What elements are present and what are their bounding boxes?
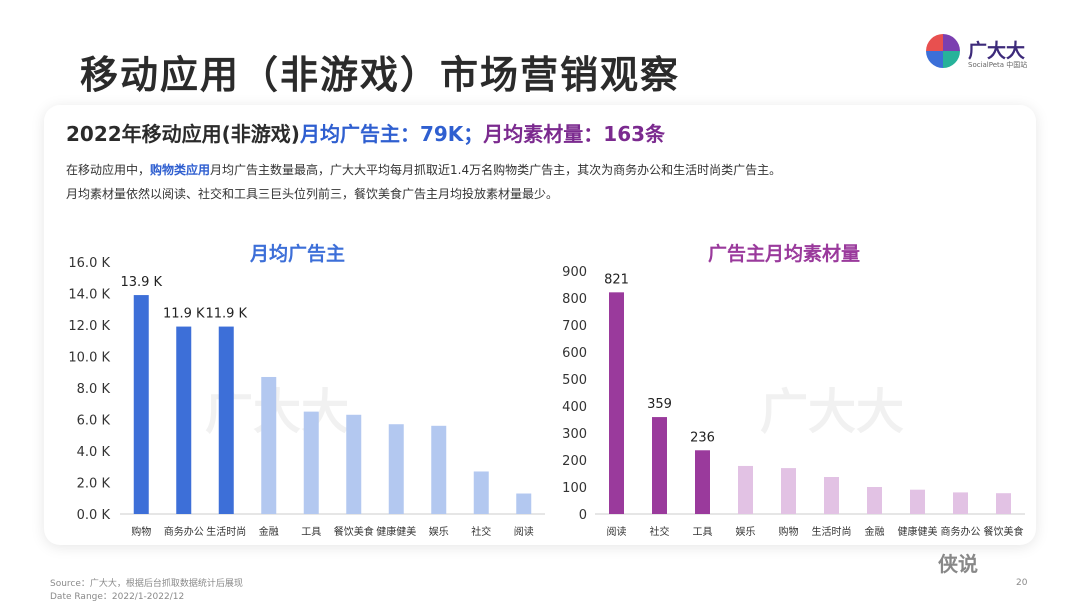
description-line-1: 在移动应用中，购物类应用月均广告主数量最高，广大大平均每月抓取近1.4万名购物类… — [66, 161, 781, 178]
advertisers-ytick-label: 0.0 K — [77, 508, 111, 523]
advertisers-data-label: 11.9 K — [205, 307, 247, 322]
logo-name: 广大大 — [968, 40, 1026, 62]
creatives-bar — [824, 477, 839, 514]
advertisers-xtick-label: 金融 — [259, 525, 279, 538]
chart-title-advertisers: 月均广告主 — [250, 243, 346, 265]
creatives-ytick-label: 200 — [562, 454, 587, 469]
advertisers-xtick-label: 商务办公 — [164, 525, 204, 538]
footer-source: Source：广大大，根据后台抓取数据统计后展现 — [50, 579, 243, 589]
creatives-ytick-label: 400 — [562, 400, 587, 415]
headline-creatives: 月均素材量：163条 — [483, 122, 666, 146]
wechat-watermark: 侠说 — [938, 552, 978, 576]
creatives-xtick-label: 购物 — [779, 525, 799, 538]
creatives-bar — [652, 417, 667, 514]
creatives-data-label: 821 — [604, 272, 629, 287]
creatives-ytick-label: 900 — [562, 265, 587, 280]
advertisers-bar — [431, 425, 447, 514]
advertisers-bar — [176, 326, 192, 514]
creatives-bar — [867, 487, 882, 514]
creatives-bar — [695, 450, 710, 514]
creatives-bar — [738, 465, 753, 514]
advertisers-ytick-label: 10.0 K — [68, 351, 110, 366]
creatives-bar — [781, 468, 796, 514]
creatives-data-label: 359 — [647, 397, 672, 412]
advertisers-ytick-label: 8.0 K — [77, 382, 111, 397]
advertisers-ytick-label: 12.0 K — [68, 319, 110, 334]
creatives-bar — [996, 493, 1011, 514]
advertisers-ytick-label: 6.0 K — [77, 414, 111, 429]
creatives-data-label: 236 — [690, 430, 715, 445]
creatives-ytick-label: 500 — [562, 373, 587, 388]
creatives-bar — [609, 292, 624, 514]
advertisers-bar — [261, 376, 277, 514]
creatives-ytick-label: 600 — [562, 346, 587, 361]
advertisers-xtick-label: 社交 — [471, 525, 491, 538]
advertisers-xtick-label: 健康健美 — [376, 525, 416, 538]
headline: 2022年移动应用(非游戏)月均广告主：79K；月均素材量：163条 — [66, 118, 665, 147]
advertisers-data-label: 13.9 K — [120, 275, 162, 290]
creatives-bar — [953, 492, 968, 514]
chart-title-creatives: 广告主月均素材量 — [708, 243, 861, 265]
creatives-xtick-label: 社交 — [650, 525, 670, 538]
logo: 广大大 SocialPeta 中国站 — [926, 34, 1046, 74]
creatives-xtick-label: 健康健美 — [898, 525, 938, 538]
advertisers-bar — [516, 493, 532, 514]
advertisers-xtick-label: 阅读 — [514, 525, 534, 538]
advertisers-xtick-label: 工具 — [301, 526, 321, 538]
creatives-ytick-label: 800 — [562, 292, 587, 307]
page-number: 20 — [1016, 578, 1028, 588]
creatives-xtick-label: 生活时尚 — [812, 525, 852, 538]
creatives-xtick-label: 娱乐 — [736, 525, 756, 538]
creatives-xtick-label: 餐饮美食 — [984, 525, 1024, 538]
headline-prefix: 2022年移动应用(非游戏) — [66, 122, 300, 146]
creatives-xtick-label: 阅读 — [607, 525, 627, 538]
advertisers-ytick-label: 4.0 K — [77, 445, 111, 460]
advertisers-ytick-label: 16.0 K — [68, 256, 110, 271]
description-line-2: 月均素材量依然以阅读、社交和工具三巨头位列前三，餐饮美食广告主月均投放素材量最少… — [66, 187, 559, 201]
creatives-xtick-label: 金融 — [865, 525, 885, 538]
logo-subtitle: SocialPeta 中国站 — [968, 61, 1028, 69]
advertisers-bar — [346, 414, 362, 514]
headline-advertisers: 月均广告主：79K； — [299, 122, 484, 146]
creatives-xtick-label: 商务办公 — [941, 525, 981, 538]
advertisers-data-label: 11.9 K — [163, 307, 205, 322]
description-highlight: 购物类应用 — [150, 163, 211, 177]
creatives-ytick-label: 0 — [579, 508, 587, 523]
advertisers-xtick-label: 生活时尚 — [206, 525, 246, 538]
creatives-xtick-label: 工具 — [693, 526, 713, 538]
content-card — [44, 105, 1036, 545]
advertisers-bar — [133, 295, 149, 514]
advertisers-bar — [473, 471, 489, 514]
creatives-bar — [910, 489, 925, 514]
creatives-ytick-label: 100 — [562, 481, 587, 496]
creatives-ytick-label: 300 — [562, 427, 587, 442]
advertisers-xtick-label: 餐饮美食 — [334, 525, 374, 538]
advertisers-ytick-label: 14.0 K — [68, 288, 110, 303]
description-line-1-post: 月均广告主数量最高，广大大平均每月抓取近1.4万名购物类广告主，其次为商务办公和… — [210, 163, 782, 177]
creatives-ytick-label: 700 — [562, 319, 587, 334]
page-title: 移动应用（非游戏）市场营销观察 — [80, 53, 681, 97]
advertisers-ytick-label: 2.0 K — [77, 477, 111, 492]
advertisers-xtick-label: 娱乐 — [429, 525, 449, 538]
footer-date-range: Date Range：2022/1-2022/12 — [50, 592, 185, 602]
description-line-1-pre: 在移动应用中， — [66, 163, 151, 177]
logo-icon — [926, 34, 960, 68]
watermark-right: 广大大 — [760, 384, 905, 440]
advertisers-xtick-label: 购物 — [131, 525, 151, 538]
advertisers-bar — [388, 424, 404, 514]
advertisers-bar — [303, 411, 319, 514]
advertisers-bar — [218, 326, 234, 514]
